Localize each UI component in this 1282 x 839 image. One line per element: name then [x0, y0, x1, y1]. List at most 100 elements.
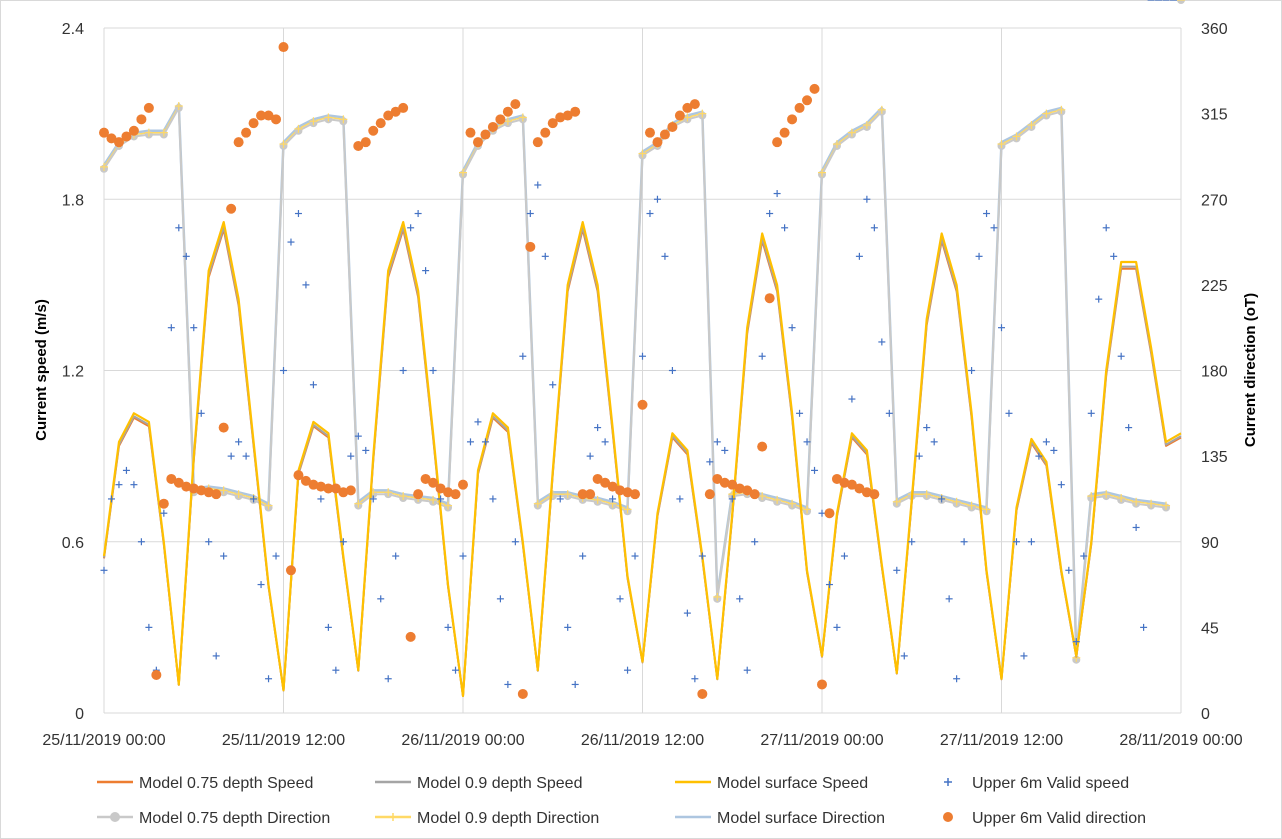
tick-labels: 0 0.6 1.2 1.8 2.4 0 45 90 135 180 225 270 315 360 25/1… — [42, 21, 1242, 749]
obs-direction-point — [353, 140, 364, 151]
obs-direction-point — [465, 127, 476, 138]
obs-direction-point — [607, 481, 618, 492]
y-right-tick-label: 225 — [1201, 278, 1228, 295]
obs-direction-point — [577, 489, 588, 500]
x-tick-label: 25/11/2019 00:00 — [42, 732, 165, 749]
legend-label: Model 0.9 depth Speed — [417, 775, 582, 792]
obs-direction-point — [787, 114, 798, 125]
legend-swatch-dot — [110, 812, 120, 822]
obs-direction-point — [285, 565, 296, 576]
obs-direction-point — [472, 137, 483, 148]
obs-direction-point — [555, 112, 566, 123]
x-tick-label: 26/11/2019 12:00 — [581, 732, 704, 749]
obs-direction-point — [443, 487, 454, 498]
y-axis-right-title: Current direction (oT) — [1242, 293, 1259, 447]
y-right-tick-label: 180 — [1201, 364, 1228, 381]
obs-direction-point — [203, 487, 214, 498]
obs-direction-point — [143, 102, 154, 113]
obs-direction-point — [420, 473, 431, 484]
obs-direction-point — [659, 129, 670, 140]
obs-direction-point — [435, 483, 446, 494]
obs-direction-point — [734, 483, 745, 494]
legend-label: Model 0.75 depth Speed — [139, 775, 313, 792]
obs-direction-point — [637, 399, 648, 410]
obs-direction-point — [487, 121, 498, 132]
obs-direction-point — [173, 477, 184, 488]
model-075-direction-line — [103, 106, 1167, 661]
obs-direction-point — [839, 477, 850, 488]
obs-direction-point — [674, 110, 685, 121]
obs-direction-point — [196, 485, 207, 496]
obs-direction-point — [428, 477, 439, 488]
y-left-tick-label: 2.4 — [62, 21, 84, 38]
model-surface-direction-line — [102, 102, 1167, 658]
legend-entry: Model 0.75 depth Direction — [97, 810, 330, 827]
y-left-tick-label: 1.8 — [62, 192, 84, 209]
obs-direction-point — [540, 127, 551, 138]
obs-direction-point — [562, 110, 573, 121]
obs-direction-point — [375, 118, 386, 129]
obs-direction-point — [360, 137, 371, 148]
grid-lines — [103, 27, 1182, 714]
obs-direction-point — [450, 489, 461, 500]
obs-direction-point — [106, 133, 117, 144]
obs-direction-point — [846, 479, 857, 490]
legend-entry: Model 0.9 depth Direction — [375, 810, 599, 827]
obs-direction-point — [615, 485, 626, 496]
obs-direction-point — [166, 473, 177, 484]
legend-swatch-dot — [943, 812, 953, 822]
obs-direction-point — [869, 489, 880, 500]
legend-label: Model surface Speed — [717, 775, 868, 792]
obs-direction-point — [241, 127, 252, 138]
legend-label: Upper 6m Valid speed — [972, 775, 1129, 792]
obs-direction-point — [667, 121, 678, 132]
model-075-direction-point — [1177, 0, 1185, 4]
obs-direction-point — [809, 83, 820, 94]
obs-direction-point — [211, 489, 222, 500]
y-axis-left-title: Current speed (m/s) — [33, 299, 50, 441]
obs-direction-point — [652, 137, 663, 148]
obs-direction-point — [749, 489, 760, 500]
legend: Model 0.75 depth Speed Model 0.9 depth Sp… — [97, 775, 1146, 827]
obs-direction-point — [480, 129, 491, 140]
obs-direction-point — [248, 118, 259, 129]
obs-direction-point — [622, 487, 633, 498]
obs-direction-point — [547, 118, 558, 129]
legend-label: Model 0.75 depth Direction — [139, 810, 330, 827]
obs-direction-point — [794, 102, 805, 113]
obs-direction-point — [458, 479, 468, 490]
obs-direction-point — [757, 441, 768, 452]
legend-entry: Model 0.75 depth Speed — [97, 775, 313, 792]
obs-direction-point — [779, 127, 790, 138]
y-left-tick-label: 0 — [75, 706, 84, 723]
obs-direction-point — [772, 137, 783, 148]
x-tick-label: 27/11/2019 00:00 — [760, 732, 883, 749]
obs-direction-point — [323, 483, 334, 494]
y-right-tick-label: 45 — [1201, 620, 1219, 637]
obs-direction-point — [398, 102, 409, 113]
y-right-tick-label: 270 — [1201, 192, 1228, 209]
obs-direction-point — [682, 102, 693, 113]
obs-direction-point — [570, 106, 581, 117]
obs-direction-point — [727, 479, 738, 490]
legend-entry: Upper 6m Valid speed — [944, 775, 1129, 792]
obs-direction-point — [495, 114, 506, 125]
obs-direction-point — [315, 481, 326, 492]
obs-direction-point — [218, 422, 229, 433]
obs-direction-point — [338, 487, 349, 498]
obs-direction-point — [390, 106, 401, 117]
obs-direction-point — [517, 688, 528, 699]
obs-direction-point — [99, 127, 109, 138]
obs-direction-point — [113, 137, 124, 148]
obs-direction-point — [525, 241, 536, 252]
x-tick-label: 28/11/2019 00:00 — [1119, 732, 1242, 749]
obs-direction-point — [271, 114, 282, 125]
obs-direction-point — [256, 110, 267, 121]
legend-label: Model surface Direction — [717, 810, 885, 827]
obs-direction-point — [817, 679, 827, 690]
obs-direction-point — [532, 137, 543, 148]
obs-direction-point — [824, 508, 835, 519]
x-tick-label: 25/11/2019 12:00 — [222, 732, 345, 749]
